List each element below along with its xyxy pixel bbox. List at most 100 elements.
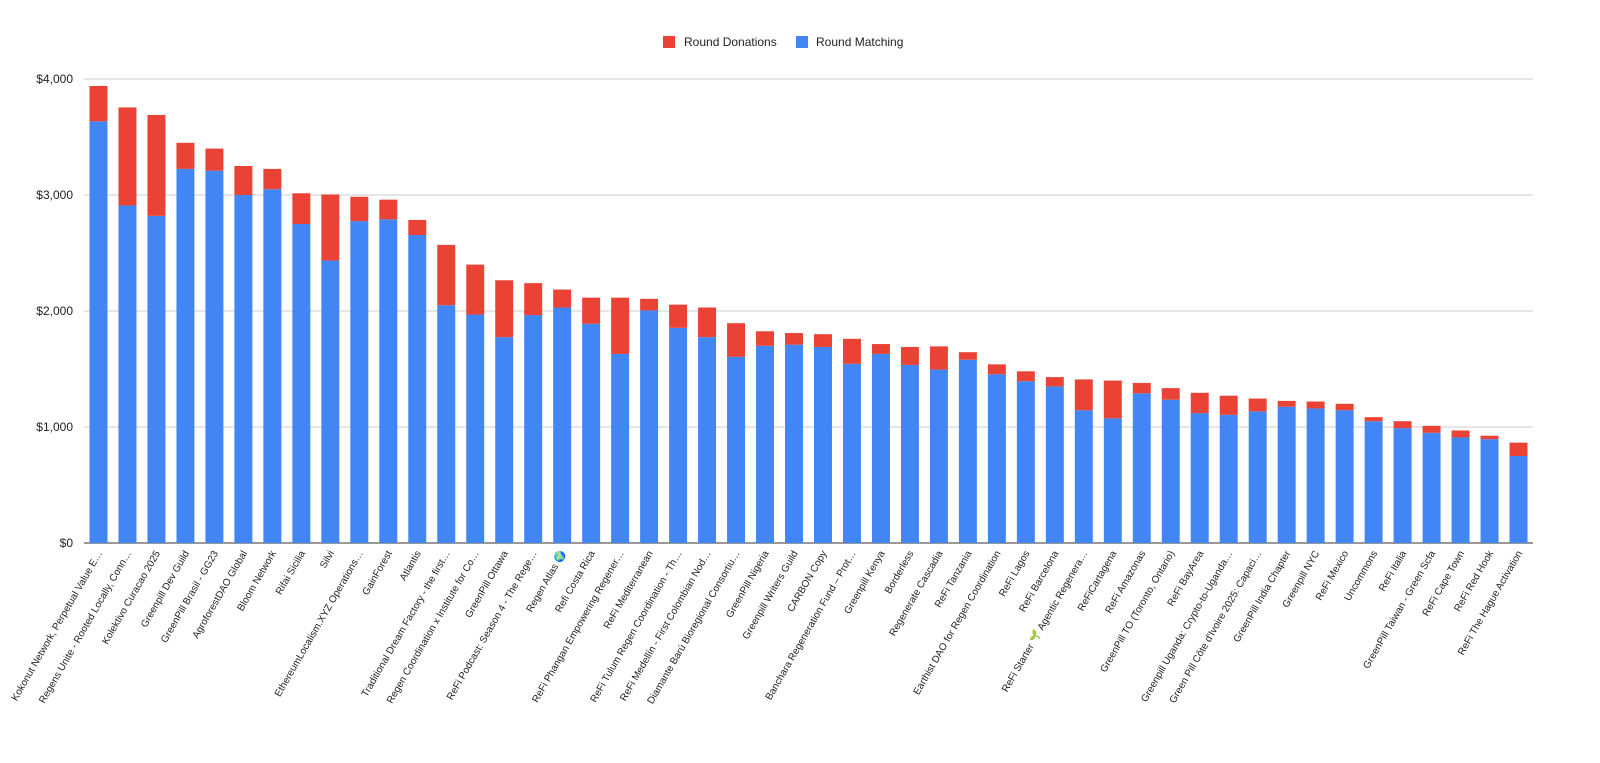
bar-round-donations <box>437 244 456 306</box>
bar-round-matching <box>785 344 803 543</box>
bar-round-matching <box>1509 456 1528 543</box>
bar-round-donations <box>987 364 1006 375</box>
bar-round-donations <box>1480 435 1499 440</box>
bar-round-matching <box>1161 399 1180 543</box>
legend: Round Donations Round Matching <box>663 35 903 49</box>
bar-round-matching <box>987 374 1006 543</box>
bar-round-matching <box>466 314 485 543</box>
bar-round-donations <box>842 338 861 364</box>
bar-round-matching <box>814 346 832 543</box>
bar-round-donations <box>669 304 688 328</box>
bar-round-donations <box>1132 382 1151 394</box>
bar-round-matching <box>1422 432 1441 543</box>
bar-round-donations <box>495 280 514 338</box>
bar-round-matching <box>89 121 108 543</box>
bar-round-matching <box>263 189 282 543</box>
x-tick-label: AgroforestDAO Global <box>191 549 250 641</box>
bar-round-donations <box>205 148 224 171</box>
bar-round-matching <box>669 327 688 543</box>
bar-round-matching <box>842 363 861 543</box>
bar-round-matching <box>929 369 948 543</box>
x-axis: Kokonut Network, Perpetual Value E…Regen… <box>10 548 1525 706</box>
bar-round-matching <box>871 353 890 543</box>
bar-round-matching <box>1074 410 1093 543</box>
bar-round-matching <box>1016 381 1035 543</box>
bar-round-donations <box>900 346 919 365</box>
legend-label-matching: Round Matching <box>816 35 903 49</box>
bar-round-matching <box>1277 406 1296 543</box>
bar-round-matching <box>958 359 977 543</box>
bar-round-donations <box>611 297 630 354</box>
bar-round-matching <box>350 221 369 543</box>
bar-round-donations <box>1074 379 1093 411</box>
y-tick-label: $3,000 <box>36 188 73 202</box>
bar-round-matching <box>176 168 195 543</box>
bar-round-donations <box>1277 400 1296 407</box>
bar-round-donations <box>1190 392 1209 414</box>
bar-round-matching <box>756 345 775 543</box>
bar-round-matching <box>1219 414 1238 543</box>
bar-round-donations <box>1306 401 1325 409</box>
bar-round-donations <box>582 297 601 324</box>
bar-round-matching <box>640 310 659 543</box>
bar-round-matching <box>205 170 224 543</box>
bar-round-matching <box>1393 428 1412 543</box>
bar-round-donations <box>1219 395 1238 415</box>
x-tick-label: Greenpill Writers Guild <box>741 549 801 641</box>
bar-round-matching <box>321 260 340 543</box>
bar-round-donations <box>814 334 832 347</box>
legend-swatch-donations <box>663 36 675 48</box>
bar-round-matching <box>1190 413 1209 543</box>
bar-round-matching <box>1451 437 1470 543</box>
bar-round-donations <box>698 307 717 338</box>
bar-round-donations <box>929 346 948 370</box>
x-tick-label: Atlantis <box>398 549 424 583</box>
y-tick-label: $1,000 <box>36 420 73 434</box>
bar-round-donations <box>640 298 659 311</box>
bar-round-donations <box>147 114 166 216</box>
x-tick-label: Rifai Sicilia <box>274 549 308 597</box>
y-tick-label: $2,000 <box>36 304 73 318</box>
bar-round-matching <box>1480 439 1499 543</box>
bar-round-matching <box>1364 421 1383 543</box>
bar-round-matching <box>379 219 398 544</box>
bar-round-donations <box>1451 430 1470 438</box>
bar-round-donations <box>350 196 369 222</box>
bar-round-matching <box>1045 386 1064 543</box>
bar-round-donations <box>958 352 977 360</box>
bar-round-donations <box>292 193 311 224</box>
bar-round-matching <box>118 205 137 543</box>
y-axis: $0 $1,000 $2,000 $3,000 $4,000 <box>36 72 73 550</box>
bar-round-matching <box>900 364 919 543</box>
y-tick-label: $0 <box>60 536 74 550</box>
bar-round-donations <box>1103 380 1122 419</box>
bar-round-donations <box>756 331 775 346</box>
bar-round-donations <box>1393 421 1412 429</box>
x-tick-label: Regenerate Cascadia <box>888 549 946 639</box>
x-tick-label: Borderless <box>883 549 916 596</box>
x-tick-label: Silvi <box>318 549 337 570</box>
bar-round-matching <box>234 195 253 543</box>
bar-round-matching <box>1132 393 1151 543</box>
bar-round-donations <box>727 323 746 357</box>
bar-round-donations <box>1509 442 1528 456</box>
bar-round-donations <box>524 283 543 316</box>
bar-round-donations <box>1248 398 1267 412</box>
bar-round-matching <box>611 353 630 543</box>
bar-round-matching <box>147 215 166 543</box>
x-tick-label: GainForest <box>361 549 395 598</box>
bar-round-donations <box>379 199 398 220</box>
bar-round-matching <box>1306 408 1325 543</box>
bar-round-matching <box>408 235 427 543</box>
bar-round-matching <box>1103 418 1122 543</box>
bar-round-donations <box>1422 425 1441 433</box>
bar-round-donations <box>234 166 253 195</box>
bar-round-donations <box>1335 403 1354 411</box>
bar-round-matching <box>727 356 746 543</box>
legend-swatch-matching <box>796 36 808 48</box>
bar-round-matching <box>495 337 514 543</box>
legend-label-donations: Round Donations <box>684 35 777 49</box>
bar-round-donations <box>321 194 340 261</box>
bar-round-matching <box>582 323 601 543</box>
